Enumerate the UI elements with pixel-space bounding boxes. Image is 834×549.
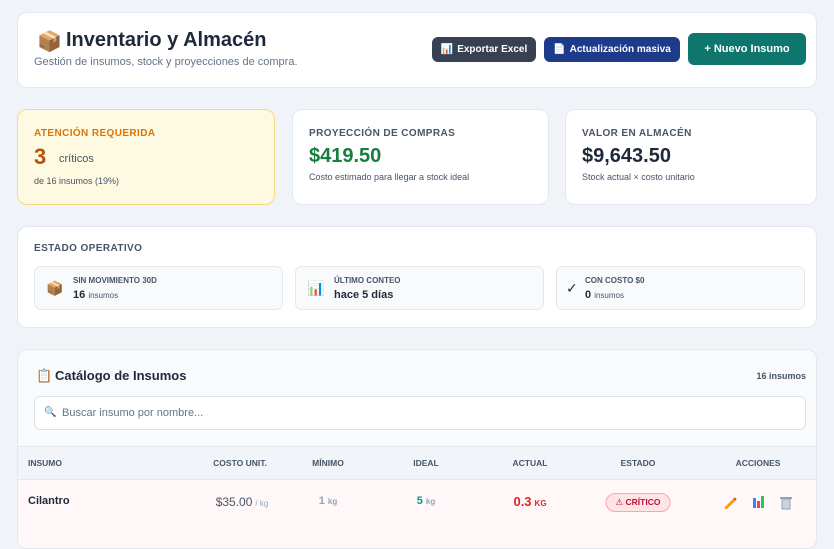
body: 📦 Inventario y Almacén Gestión de insumo… [17,12,817,549]
unit: kg [425,497,436,506]
card-value: $419.50 [309,145,382,167]
status-item: 📦 SIN MOVIMIENTO 30D 16 insumos [34,266,283,310]
actual: 0.3 [513,494,532,509]
card-value: $9,643.50 [582,145,671,167]
header-icon: 📦 [37,31,62,53]
item-label: ÚLTIMO CONTEO [334,276,401,285]
minimum: 1 [318,495,325,507]
status-badge: ⚠ CRÍTICO [605,493,671,512]
cost: $35.00 [215,495,253,509]
card-unit: críticos [59,153,94,165]
unit: kg [327,497,338,506]
search-icon: 🔍 [44,407,57,418]
column-header: MÍNIMO [312,458,344,468]
card-note: de 16 insumos (19%) [34,176,120,186]
search-placeholder: Buscar insumo por nombre... [62,407,204,419]
icon: 📄 [553,44,566,55]
column-header: IDEAL [413,458,439,468]
item-value: 16 [73,289,86,301]
label: + Nuevo Insumo [704,43,790,55]
projection-card: PROYECCIÓN DE COMPRAS $419.50 Costo esti… [292,109,549,205]
card-value: 3 [34,144,47,169]
item-unit: insumos [88,291,119,300]
table-header [18,446,816,480]
catalog-icon: 📋 [36,368,53,383]
stats-action[interactable] [753,496,764,508]
column-header: COSTO UNIT. [213,458,267,468]
status-item: 📊 ÚLTIMO CONTEO hace 5 días [295,266,544,310]
ideal: 5 [416,495,423,507]
label: Exportar Excel [457,44,528,55]
card-label: PROYECCIÓN DE COMPRAS [309,128,456,139]
label: Actualización masiva [569,44,671,55]
unit: KG [534,499,547,508]
alert-card: ATENCIÓN REQUERIDA 3 críticos de 16 insu… [17,109,275,205]
bulk-update-button[interactable]: 📄 Actualización masiva [544,37,680,62]
card-note: Costo estimado para llegar a stock ideal [309,172,470,182]
value-card: VALOR EN ALMACÉN $9,643.50 Stock actual … [565,109,817,205]
icon: ✓ [566,280,578,296]
column-header: ACTUAL [512,458,548,468]
icon: 📊 [440,44,454,55]
column-header: ESTADO [620,458,656,468]
icon: 📊 [307,280,325,296]
delete-action[interactable] [780,497,792,510]
item-label: SIN MOVIMIENTO 30D [73,276,157,285]
column-header: INSUMO [28,458,62,468]
column-header: ACCIONES [735,458,781,468]
page-title: Inventario y Almacén [66,29,267,51]
status-title: ESTADO OPERATIVO [34,243,143,254]
item-value: hace 5 días [334,289,394,301]
edit-action[interactable] [725,497,737,509]
page: {"header":{"icon":"📦","title":"Inventari… [17,12,817,549]
unit: / kg [255,499,269,508]
icon: 📦 [46,280,64,296]
subtitle: Gestión de insumos, stock y proyecciones… [34,56,298,68]
item-unit: insumos [594,291,624,300]
header: 📦 Inventario y Almacén Gestión de insumo… [17,12,817,88]
status-item: ✓ CON COSTO $0 0 insumos [556,266,805,310]
new-button[interactable]: + Nuevo Insumo [688,33,806,65]
card-note: Stock actual × costo unitario [582,172,695,182]
item-value: 0 [585,289,592,301]
card-label: ATENCIÓN REQUERIDA [34,128,156,139]
catalog-panel [17,349,817,549]
table-row[interactable] [18,479,816,548]
item-label: CON COSTO $0 [585,276,645,285]
card-label: VALOR EN ALMACÉN [582,128,692,139]
export-button[interactable]: 📊 Exportar Excel [432,37,536,62]
search-input[interactable]: 🔍 Buscar insumo por nombre... [34,396,806,430]
catalog-count: 16 insumos [756,371,806,381]
item-name: Cilantro [28,495,70,507]
catalog-title: Catálogo de Insumos [55,368,187,383]
row-actions [725,496,792,510]
